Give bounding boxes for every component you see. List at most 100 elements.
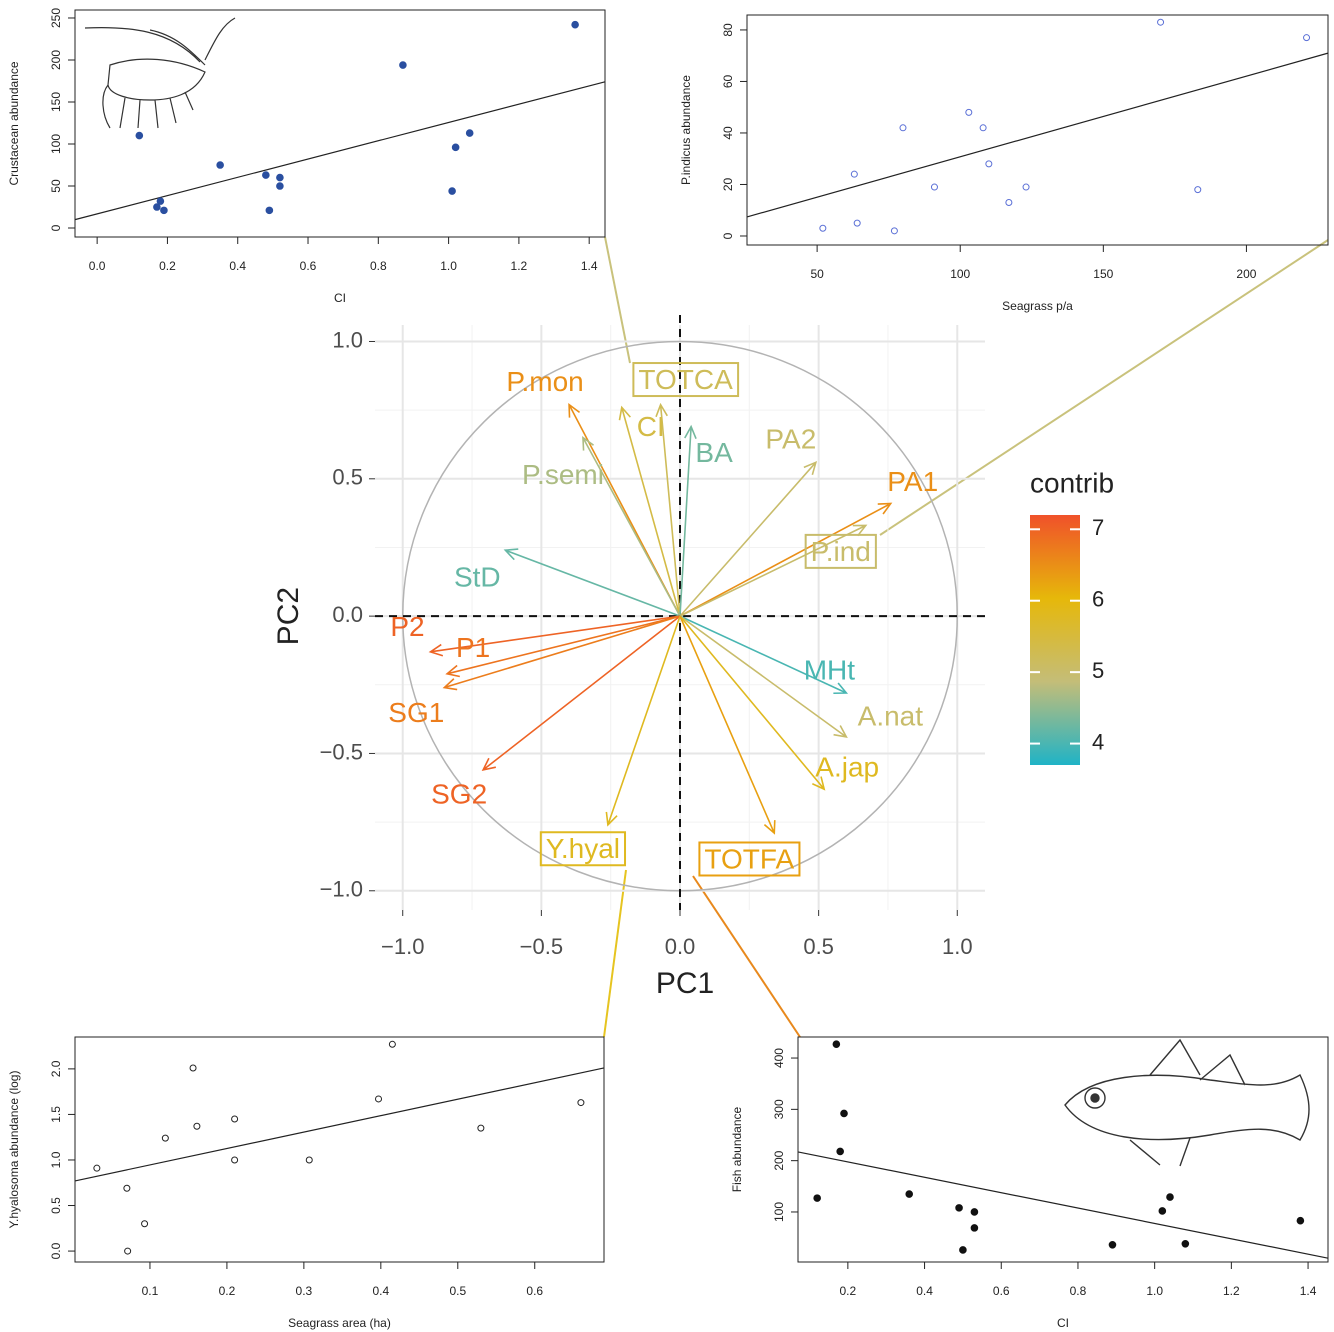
y-tick-label: 200 (49, 50, 63, 70)
plot-frame (74, 1036, 605, 1263)
loading-arrow (618, 405, 681, 617)
point (216, 161, 224, 169)
y-tick-label: 100 (49, 134, 63, 154)
y-tick-label: 200 (772, 1150, 786, 1170)
point (905, 1190, 914, 1198)
x-tick-label: 150 (1093, 267, 1113, 281)
x-tick-label: 0.2 (219, 1284, 236, 1298)
point (388, 1040, 396, 1048)
y-tick-label: 0 (721, 232, 735, 239)
x-tick-label: 0.0 (89, 259, 106, 273)
plot-frame (797, 1036, 1329, 1263)
point (1166, 1193, 1174, 1201)
point (1181, 1239, 1190, 1248)
loading-arrow (679, 524, 868, 617)
point (276, 173, 284, 182)
colorbar-tick-label: 4 (1092, 729, 1104, 754)
point (135, 131, 144, 140)
x-tick-label: 0.6 (526, 1284, 543, 1298)
point (451, 143, 460, 152)
loading-arrow (679, 502, 893, 617)
loading-arrow (679, 615, 826, 791)
point (276, 182, 284, 190)
y-tick-label: 0.0 (332, 602, 363, 627)
point (970, 1224, 979, 1232)
point (399, 61, 407, 69)
x-tick-label: 1.0 (1146, 1284, 1163, 1298)
point (1022, 183, 1030, 191)
colorbar-tick-label: 6 (1092, 587, 1104, 612)
point (156, 197, 165, 205)
y-tick-label: 20 (721, 177, 735, 191)
point (955, 1204, 963, 1212)
point (813, 1194, 821, 1202)
point (448, 187, 456, 195)
point (1194, 186, 1202, 194)
point (836, 1147, 844, 1156)
x-tick-label: −0.5 (520, 934, 563, 959)
point (853, 219, 861, 227)
y-tick-label: 40 (721, 126, 735, 140)
x-axis-label: Seagrass p/a (1002, 299, 1073, 313)
x-tick-label: 0.4 (229, 259, 246, 273)
y-axis-label: Crustacean abundance (7, 61, 21, 185)
loading-arrow (605, 615, 681, 827)
variable-label: StD (454, 562, 501, 593)
label-box (698, 841, 801, 877)
connector (603, 869, 627, 1038)
point (193, 1122, 201, 1130)
point (571, 20, 579, 29)
y-tick-label: 80 (721, 23, 735, 37)
x-tick-label: 0.6 (300, 259, 317, 273)
variable-label: P.ind (811, 536, 871, 567)
x-tick-label: 100 (950, 267, 970, 281)
variable-label: MHt (804, 654, 856, 685)
point (832, 1040, 841, 1048)
trend-line (74, 1067, 605, 1182)
y-tick-label: 60 (721, 74, 735, 88)
y-axis-label: Y.hyalosoma abundance (log) (7, 1071, 21, 1229)
x-tick-label: 0.2 (159, 259, 176, 273)
y-tick-label: 300 (772, 1099, 786, 1119)
scatter-panel: 0.1 0.2 0.3 0.4 0.5 0.6 0.0 0.5 1.0 1.5 2.0 Seagras… (7, 1036, 605, 1330)
point (262, 171, 270, 179)
point (141, 1220, 149, 1228)
point (153, 203, 161, 211)
point (477, 1124, 485, 1132)
point (1303, 34, 1311, 42)
x-tick-label: 1.2 (1223, 1284, 1240, 1298)
trend-line (74, 81, 606, 221)
variable-label: A.jap (815, 752, 879, 783)
plot-frame (746, 14, 1329, 246)
point (985, 160, 993, 168)
variable-label: P.semi (522, 459, 604, 490)
colorbar (1030, 515, 1080, 765)
fish-icon (1064, 1038, 1310, 1167)
connector (692, 875, 801, 1038)
y-tick-label: −1.0 (320, 877, 363, 902)
colorbar-tick-label: 7 (1092, 515, 1104, 540)
point (160, 206, 168, 215)
point (465, 129, 474, 137)
x-tick-label: 0.6 (993, 1284, 1010, 1298)
y-tick-label: 1.0 (332, 327, 363, 352)
y-tick-label: 1.5 (49, 1106, 63, 1123)
point (840, 1109, 848, 1118)
point (1158, 1207, 1167, 1215)
loading-arrow (679, 615, 849, 695)
biplot-panel: −1.0 −0.5 0.0 0.5 1.0 −1.0 −0.5 0.0 0.5 1.0 PC1 PC2… (272, 315, 1114, 1000)
loading-arrow (679, 615, 776, 835)
point (231, 1115, 239, 1123)
x-axis-label: CI (1057, 1316, 1069, 1330)
y-tick-label: 0.0 (49, 1242, 63, 1259)
variable-label: PA1 (887, 466, 938, 497)
x-tick-label: 50 (810, 267, 824, 281)
point (124, 1247, 132, 1255)
variable-label: CI (637, 411, 665, 442)
x-tick-label: 0.5 (449, 1284, 466, 1298)
x-tick-label: 0.5 (803, 934, 834, 959)
plot-frame (74, 9, 606, 238)
point (819, 224, 827, 232)
point (965, 108, 973, 116)
